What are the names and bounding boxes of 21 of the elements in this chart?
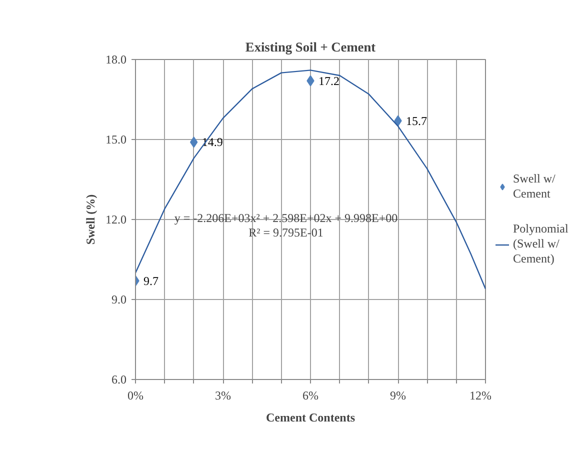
y-tick-label: 15.0: [106, 132, 126, 146]
annotation: y = -2.206E+03x² + 2.598E+02x + 9.998E+00: [174, 210, 398, 225]
y-tick-label: 9.0: [112, 292, 126, 306]
x-tick-label: 9%: [390, 388, 406, 402]
x-tick-label: 0%: [128, 388, 144, 402]
line-series: [136, 70, 486, 290]
annotation: R² = 9.795E-01: [248, 226, 324, 240]
x-tick-label: 6%: [302, 388, 318, 402]
x-tick-label: 12%: [470, 388, 492, 402]
y-tick-label: 6.0: [112, 372, 126, 386]
x-tick-label: 3%: [215, 388, 231, 402]
legend-label: Swell w/ Cement: [513, 172, 556, 202]
y-tick-label: 12.0: [106, 212, 126, 226]
data-label: 17.2: [318, 74, 340, 88]
legend-label: Polynomial (Swell w/ Cement): [513, 222, 568, 266]
chart-title: Existing Soil + Cement: [245, 40, 376, 54]
x-axis-title: Cement Contents: [266, 410, 356, 424]
data-label: 15.7: [406, 114, 427, 128]
y-axis-title: Swell (%): [84, 194, 98, 245]
data-label: 9.7: [144, 274, 158, 288]
y-tick-label: 18.0: [106, 52, 126, 66]
